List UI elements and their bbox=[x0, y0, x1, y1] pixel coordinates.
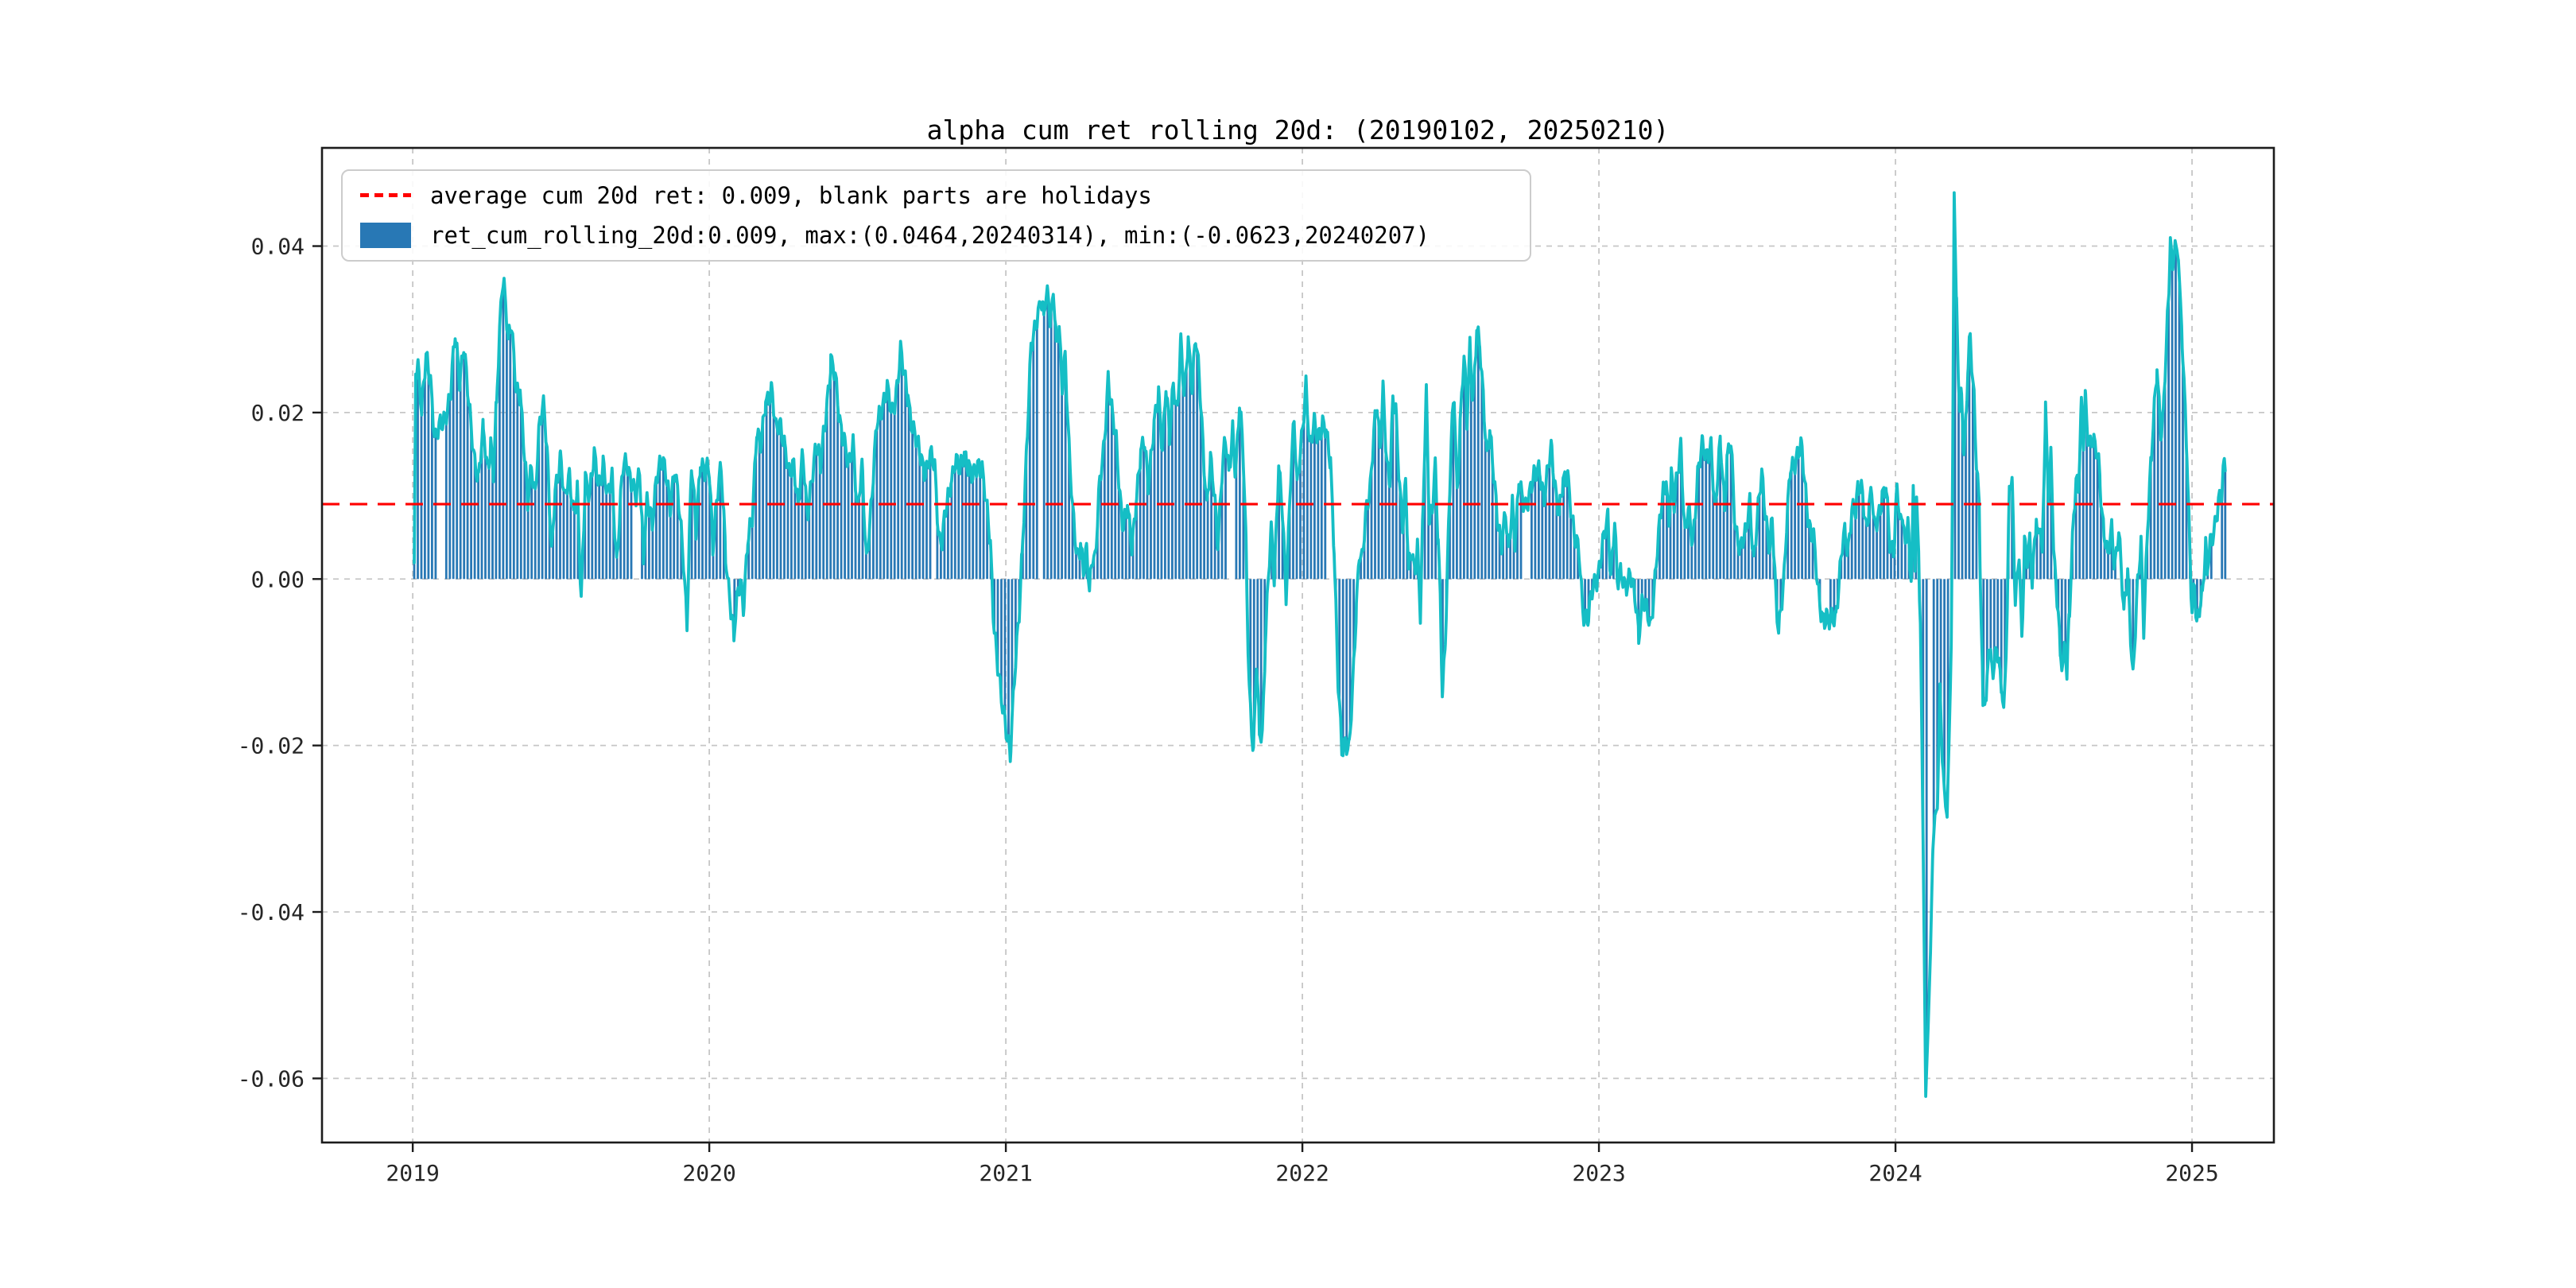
x-tick-label: 2022 bbox=[1275, 1160, 1329, 1186]
y-tick-label: -0.02 bbox=[238, 733, 305, 759]
y-tick-label: 0.00 bbox=[251, 566, 305, 592]
y-tick-label: -0.06 bbox=[238, 1065, 305, 1092]
x-tick-label: 2020 bbox=[682, 1160, 735, 1186]
x-tick-label: 2019 bbox=[386, 1160, 439, 1186]
y-tick-label: -0.04 bbox=[238, 899, 305, 925]
x-tick-label: 2021 bbox=[979, 1160, 1032, 1186]
gridlines bbox=[322, 148, 2274, 1143]
legend-entry-average: average cum 20d ret: 0.009, blank parts … bbox=[360, 177, 1522, 215]
plot-border bbox=[320, 146, 2275, 1144]
legend-label-series: ret_cum_rolling_20d:0.009, max:(0.0464,2… bbox=[430, 222, 1430, 250]
legend: average cum 20d ret: 0.009, blank parts … bbox=[341, 169, 1531, 262]
line-series bbox=[413, 191, 2227, 1098]
legend-label-average: average cum 20d ret: 0.009, blank parts … bbox=[430, 181, 1152, 209]
chart-title: alpha cum ret rolling 20d: (20190102, 20… bbox=[926, 114, 1670, 145]
y-tick-label: 0.02 bbox=[251, 400, 305, 426]
x-tick-label: 2023 bbox=[1572, 1160, 1625, 1186]
x-tick-label: 2024 bbox=[1868, 1160, 1922, 1186]
x-tick-label: 2025 bbox=[2165, 1160, 2218, 1186]
y-tick-label: 0.04 bbox=[251, 234, 305, 260]
bar-patch-sample-icon bbox=[360, 223, 411, 249]
legend-entry-series: ret_cum_rolling_20d:0.009, max:(0.0464,2… bbox=[360, 216, 1522, 254]
dashed-line-sample-icon bbox=[360, 193, 411, 198]
bar-series bbox=[413, 237, 2227, 1071]
axis-ticks bbox=[312, 245, 2194, 1152]
axis-tick-labels: 2019 2020 2021 2022 2023 2024 2025 0.04 0.02 0.00… bbox=[238, 234, 2219, 1186]
